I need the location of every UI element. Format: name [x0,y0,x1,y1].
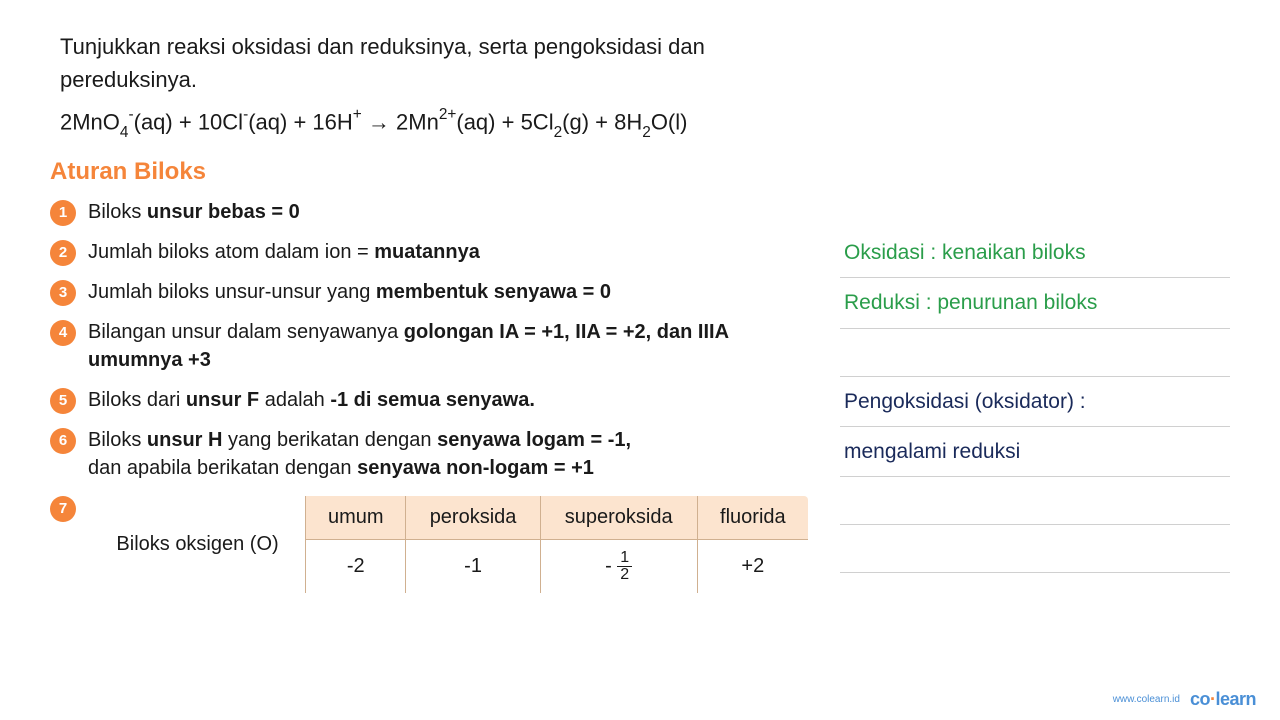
rule-text: Jumlah biloks unsur-unsur yang membentuk… [88,278,611,306]
rule-text: Jumlah biloks atom dalam ion = muatannya [88,238,480,266]
colearn-logo: co·learn [1190,689,1256,710]
rule-item: 2 Jumlah biloks atom dalam ion = muatann… [50,238,810,266]
note-empty [840,477,1230,525]
question-line2: pereduksinya. [60,67,197,92]
rule-item: 1 Biloks unsur bebas = 0 [50,198,810,226]
table-cell: +2 [697,539,809,594]
note-oksidasi: Oksidasi : kenaikan biloks [840,228,1230,278]
note-reduksi: Reduksi : penurunan biloks [840,278,1230,328]
rule-text: Biloks unsur bebas = 0 [88,198,300,226]
rule-bullet: 6 [50,428,76,454]
table-cell: -2 [306,539,406,594]
rules-list: 1 Biloks unsur bebas = 0 2 Jumlah biloks… [50,198,810,595]
note-pengoksidasi: Pengoksidasi (oksidator) : [840,377,1230,427]
note-empty [840,329,1230,377]
note-mengalami: mengalami reduksi [840,427,1230,477]
rule-item: 4 Bilangan unsur dalam senyawanya golong… [50,318,810,374]
table-col-header: fluorida [697,495,809,540]
rule-bullet: 7 [50,496,76,522]
rule-text: Biloks dari unsur F adalah -1 di semua s… [88,386,535,414]
footer-url: www.colearn.id [1113,694,1180,705]
table-col-header: peroksida [406,495,540,540]
table-col-header: umum [306,495,406,540]
table-col-header: superoksida [540,495,697,540]
rule-text: Biloks unsur H yang berikatan dengan sen… [88,426,631,482]
rule-item: 3 Jumlah biloks unsur-unsur yang membent… [50,278,810,306]
question-text: Tunjukkan reaksi oksidasi dan reduksinya… [50,30,1230,96]
note-empty [840,525,1230,573]
rule-bullet: 5 [50,388,76,414]
oxygen-biloks-table: Biloks oksigen (O) umum peroksida supero… [88,494,810,595]
rule-bullet: 4 [50,320,76,346]
rule-bullet: 2 [50,240,76,266]
rule-bullet: 1 [50,200,76,226]
rule-text: Bilangan unsur dalam senyawanya golongan… [88,318,810,374]
footer: www.colearn.id co·learn [1113,689,1256,710]
section-title: Aturan Biloks [50,158,1230,186]
table-row-header: Biloks oksigen (O) [89,495,306,594]
rule-item: 5 Biloks dari unsur F adalah -1 di semua… [50,386,810,414]
question-line1: Tunjukkan reaksi oksidasi dan reduksinya… [60,34,705,59]
table-cell: -1 [406,539,540,594]
rule-bullet: 3 [50,280,76,306]
chemical-equation: 2MnO4-(aq) + 10Cl-(aq) + 16H+ → 2Mn2+(aq… [50,108,1230,140]
rule-item: 6 Biloks unsur H yang berikatan dengan s… [50,426,810,482]
notes-panel: Oksidasi : kenaikan biloks Reduksi : pen… [840,198,1230,595]
table-cell: - 12 [540,539,697,594]
